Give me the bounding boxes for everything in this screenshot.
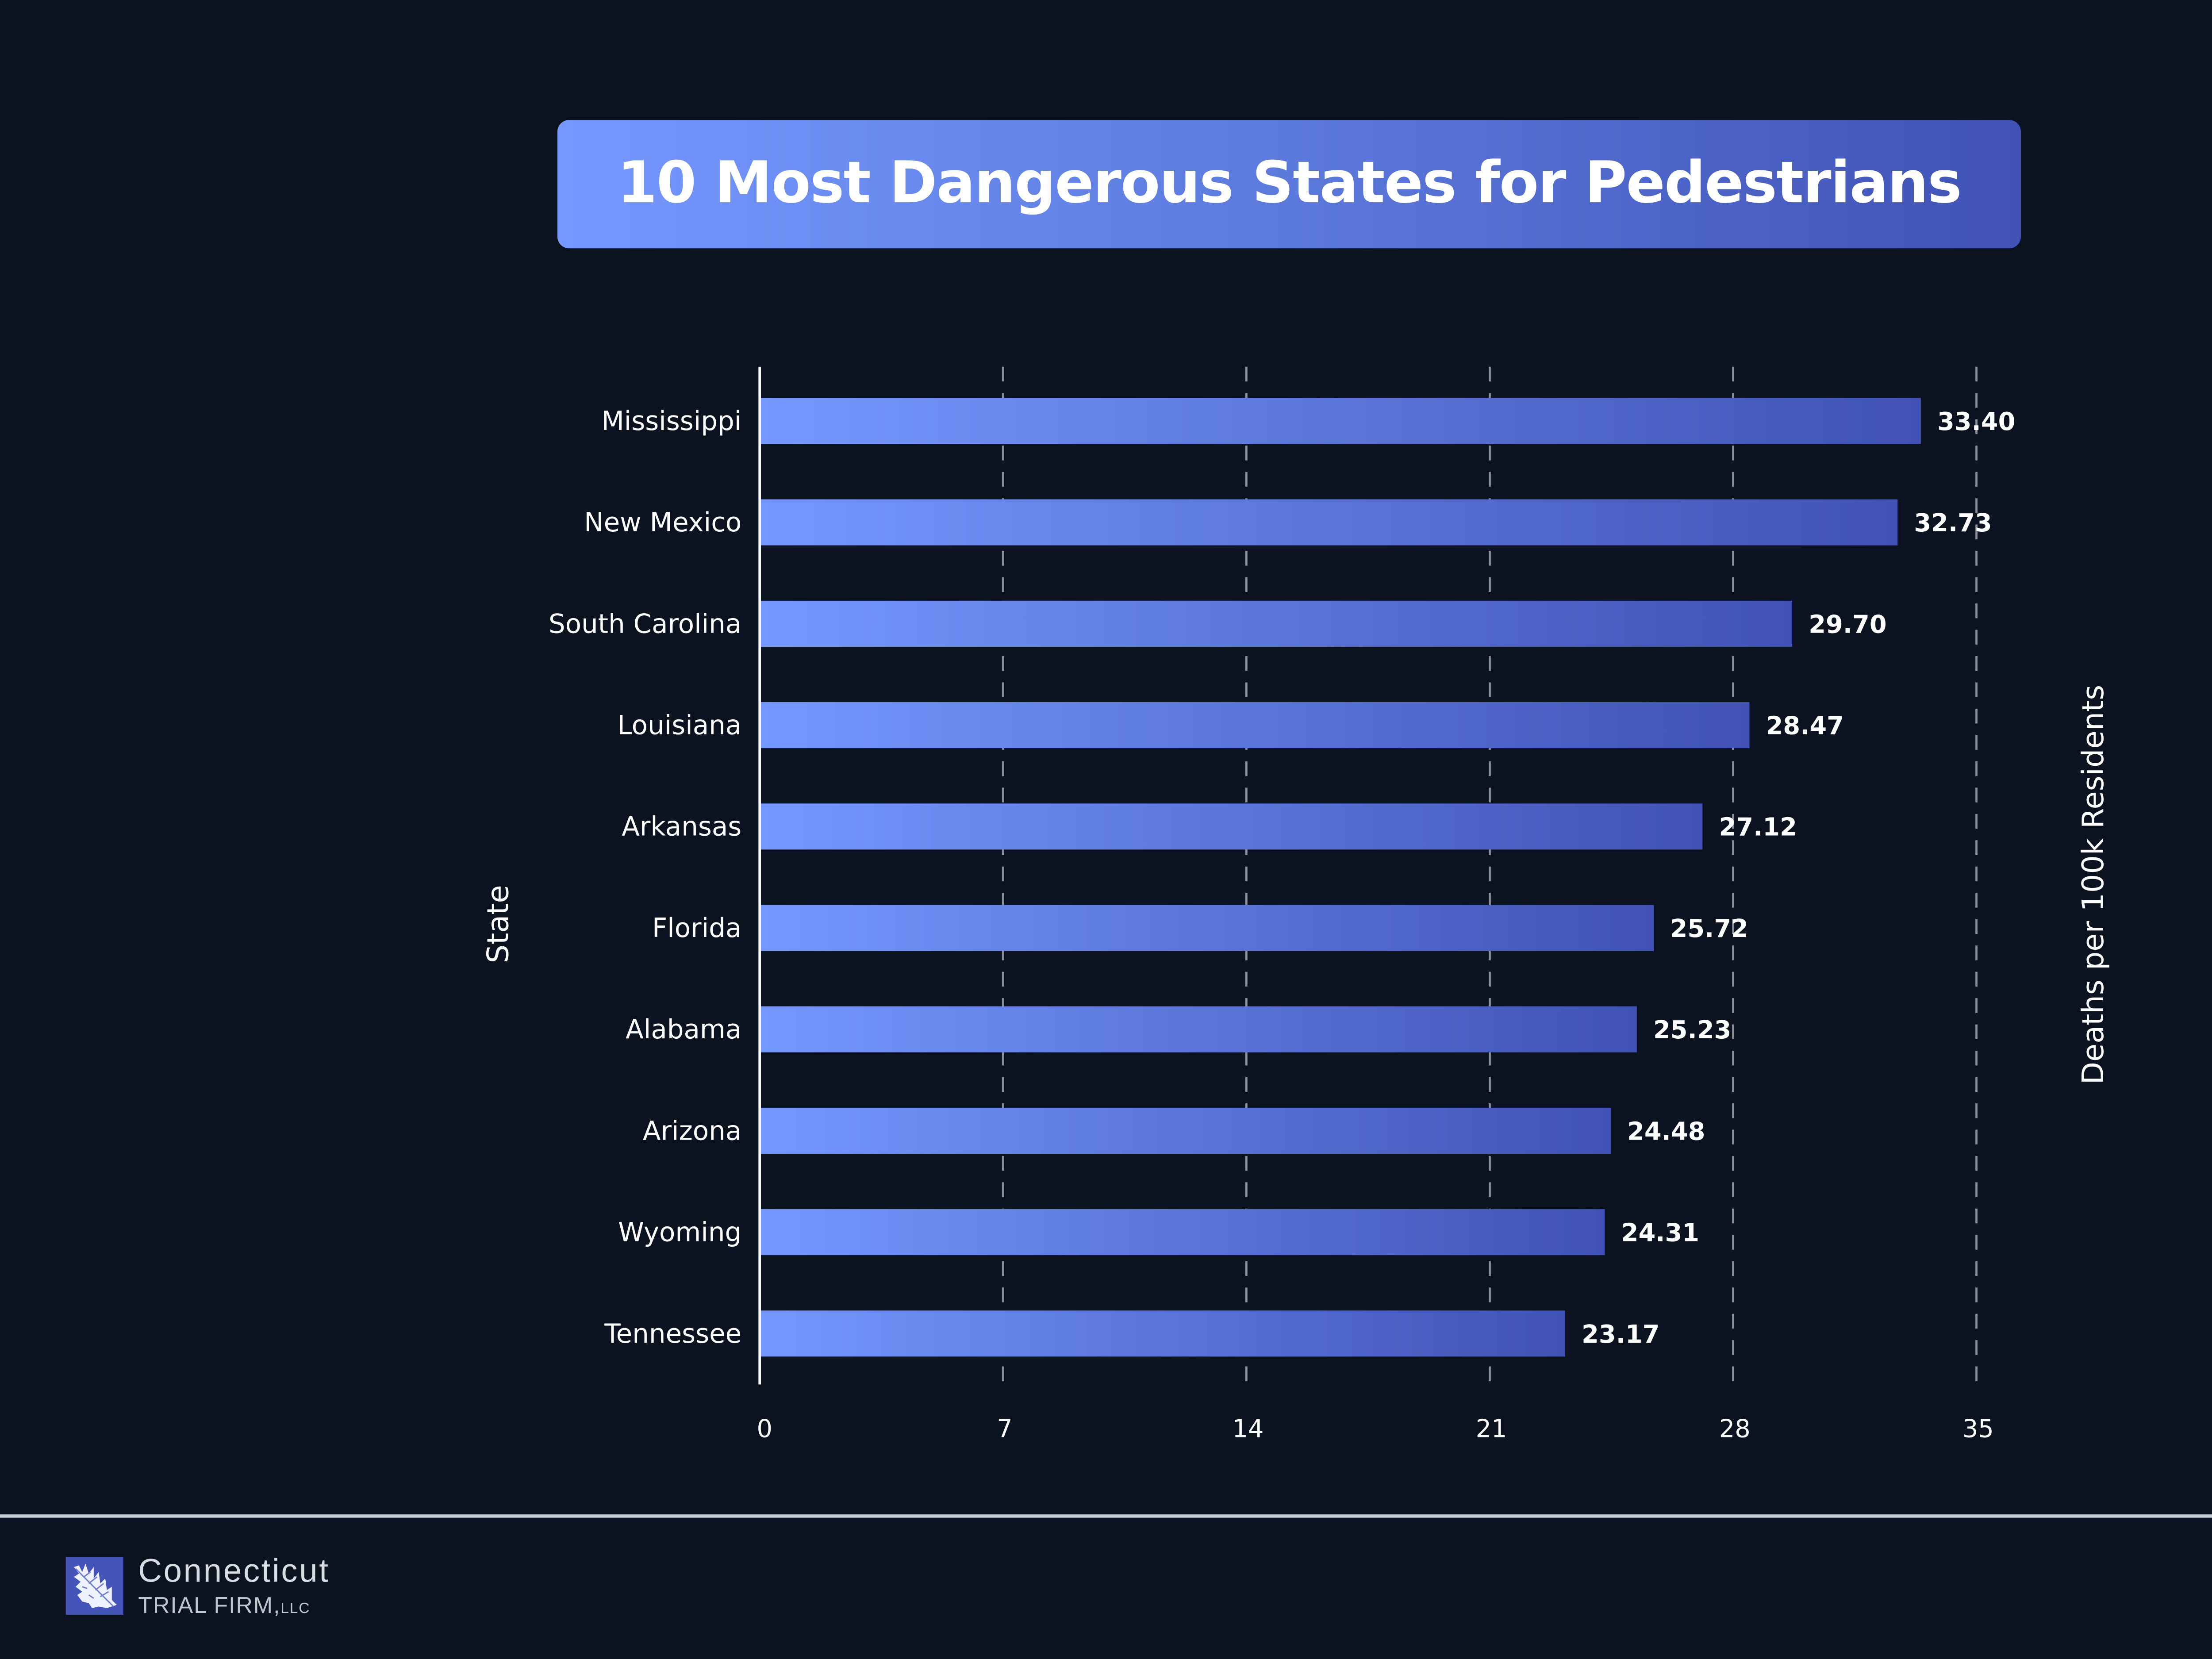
brand-logo[interactable]: Connecticut TRIAL FIRM,LLC bbox=[65, 1554, 330, 1618]
value-label: 25.72 bbox=[1671, 914, 1748, 943]
footer-divider bbox=[0, 1514, 2212, 1518]
value-label: 24.48 bbox=[1627, 1117, 1705, 1146]
bar-south-carolina bbox=[760, 600, 1793, 647]
value-labels: 33.40 32.73 29.70 28.47 27.12 25.72 25.23 24.48… bbox=[1582, 407, 2015, 1349]
x-tick-label: 0 bbox=[757, 1414, 772, 1443]
value-label: 33.40 bbox=[1937, 407, 2015, 436]
value-label: 25.23 bbox=[1653, 1016, 1731, 1045]
bar-mississippi bbox=[760, 398, 1921, 444]
y-axis-title: State bbox=[480, 885, 515, 963]
category-label: Arizona bbox=[643, 1116, 741, 1146]
category-label: Mississippi bbox=[602, 406, 742, 437]
category-label: Louisiana bbox=[618, 710, 742, 741]
category-label: Arkansas bbox=[622, 812, 741, 842]
category-label: South Carolina bbox=[549, 609, 741, 639]
bar-arizona bbox=[760, 1107, 1611, 1154]
x-axis-title: Deaths per 100k Residents bbox=[2076, 685, 2110, 1085]
x-tick-label: 7 bbox=[997, 1414, 1012, 1443]
x-tick-label: 28 bbox=[1719, 1414, 1751, 1443]
bar-new-mexico bbox=[760, 499, 1898, 545]
category-label: Alabama bbox=[626, 1014, 741, 1045]
bar-louisiana bbox=[760, 702, 1750, 749]
oak-leaf-icon bbox=[65, 1557, 123, 1615]
title-banner: 10 Most Dangerous States for Pedestrians bbox=[557, 120, 2021, 249]
value-label: 23.17 bbox=[1582, 1320, 1659, 1349]
category-label: Wyoming bbox=[618, 1217, 741, 1248]
bar-alabama bbox=[760, 1006, 1637, 1052]
category-labels: Mississippi New Mexico South Carolina Louis… bbox=[549, 406, 741, 1349]
x-tick-labels: 0 7 14 21 28 35 bbox=[757, 1414, 1994, 1443]
x-tick-label: 35 bbox=[1962, 1414, 1994, 1443]
value-label: 24.31 bbox=[1621, 1219, 1699, 1248]
category-label: New Mexico bbox=[584, 507, 741, 538]
category-label: Florida bbox=[652, 913, 741, 944]
value-label: 32.73 bbox=[1914, 509, 1992, 538]
bar-wyoming bbox=[760, 1209, 1605, 1256]
value-label: 27.12 bbox=[1719, 813, 1797, 842]
bars bbox=[760, 398, 1921, 1357]
x-tick-label: 21 bbox=[1476, 1414, 1507, 1443]
value-label: 28.47 bbox=[1766, 712, 1844, 741]
brand-subtitle: TRIAL FIRM,LLC bbox=[138, 1591, 311, 1618]
brand-name: Connecticut bbox=[138, 1554, 330, 1590]
bar-florida bbox=[760, 905, 1654, 951]
chart-title: 10 Most Dangerous States for Pedestrians bbox=[617, 151, 1962, 217]
category-label: Tennessee bbox=[604, 1319, 741, 1349]
bar-tennessee bbox=[760, 1310, 1565, 1357]
bar-arkansas bbox=[760, 803, 1703, 850]
value-label: 29.70 bbox=[1809, 610, 1886, 639]
x-tick-label: 14 bbox=[1233, 1414, 1264, 1443]
